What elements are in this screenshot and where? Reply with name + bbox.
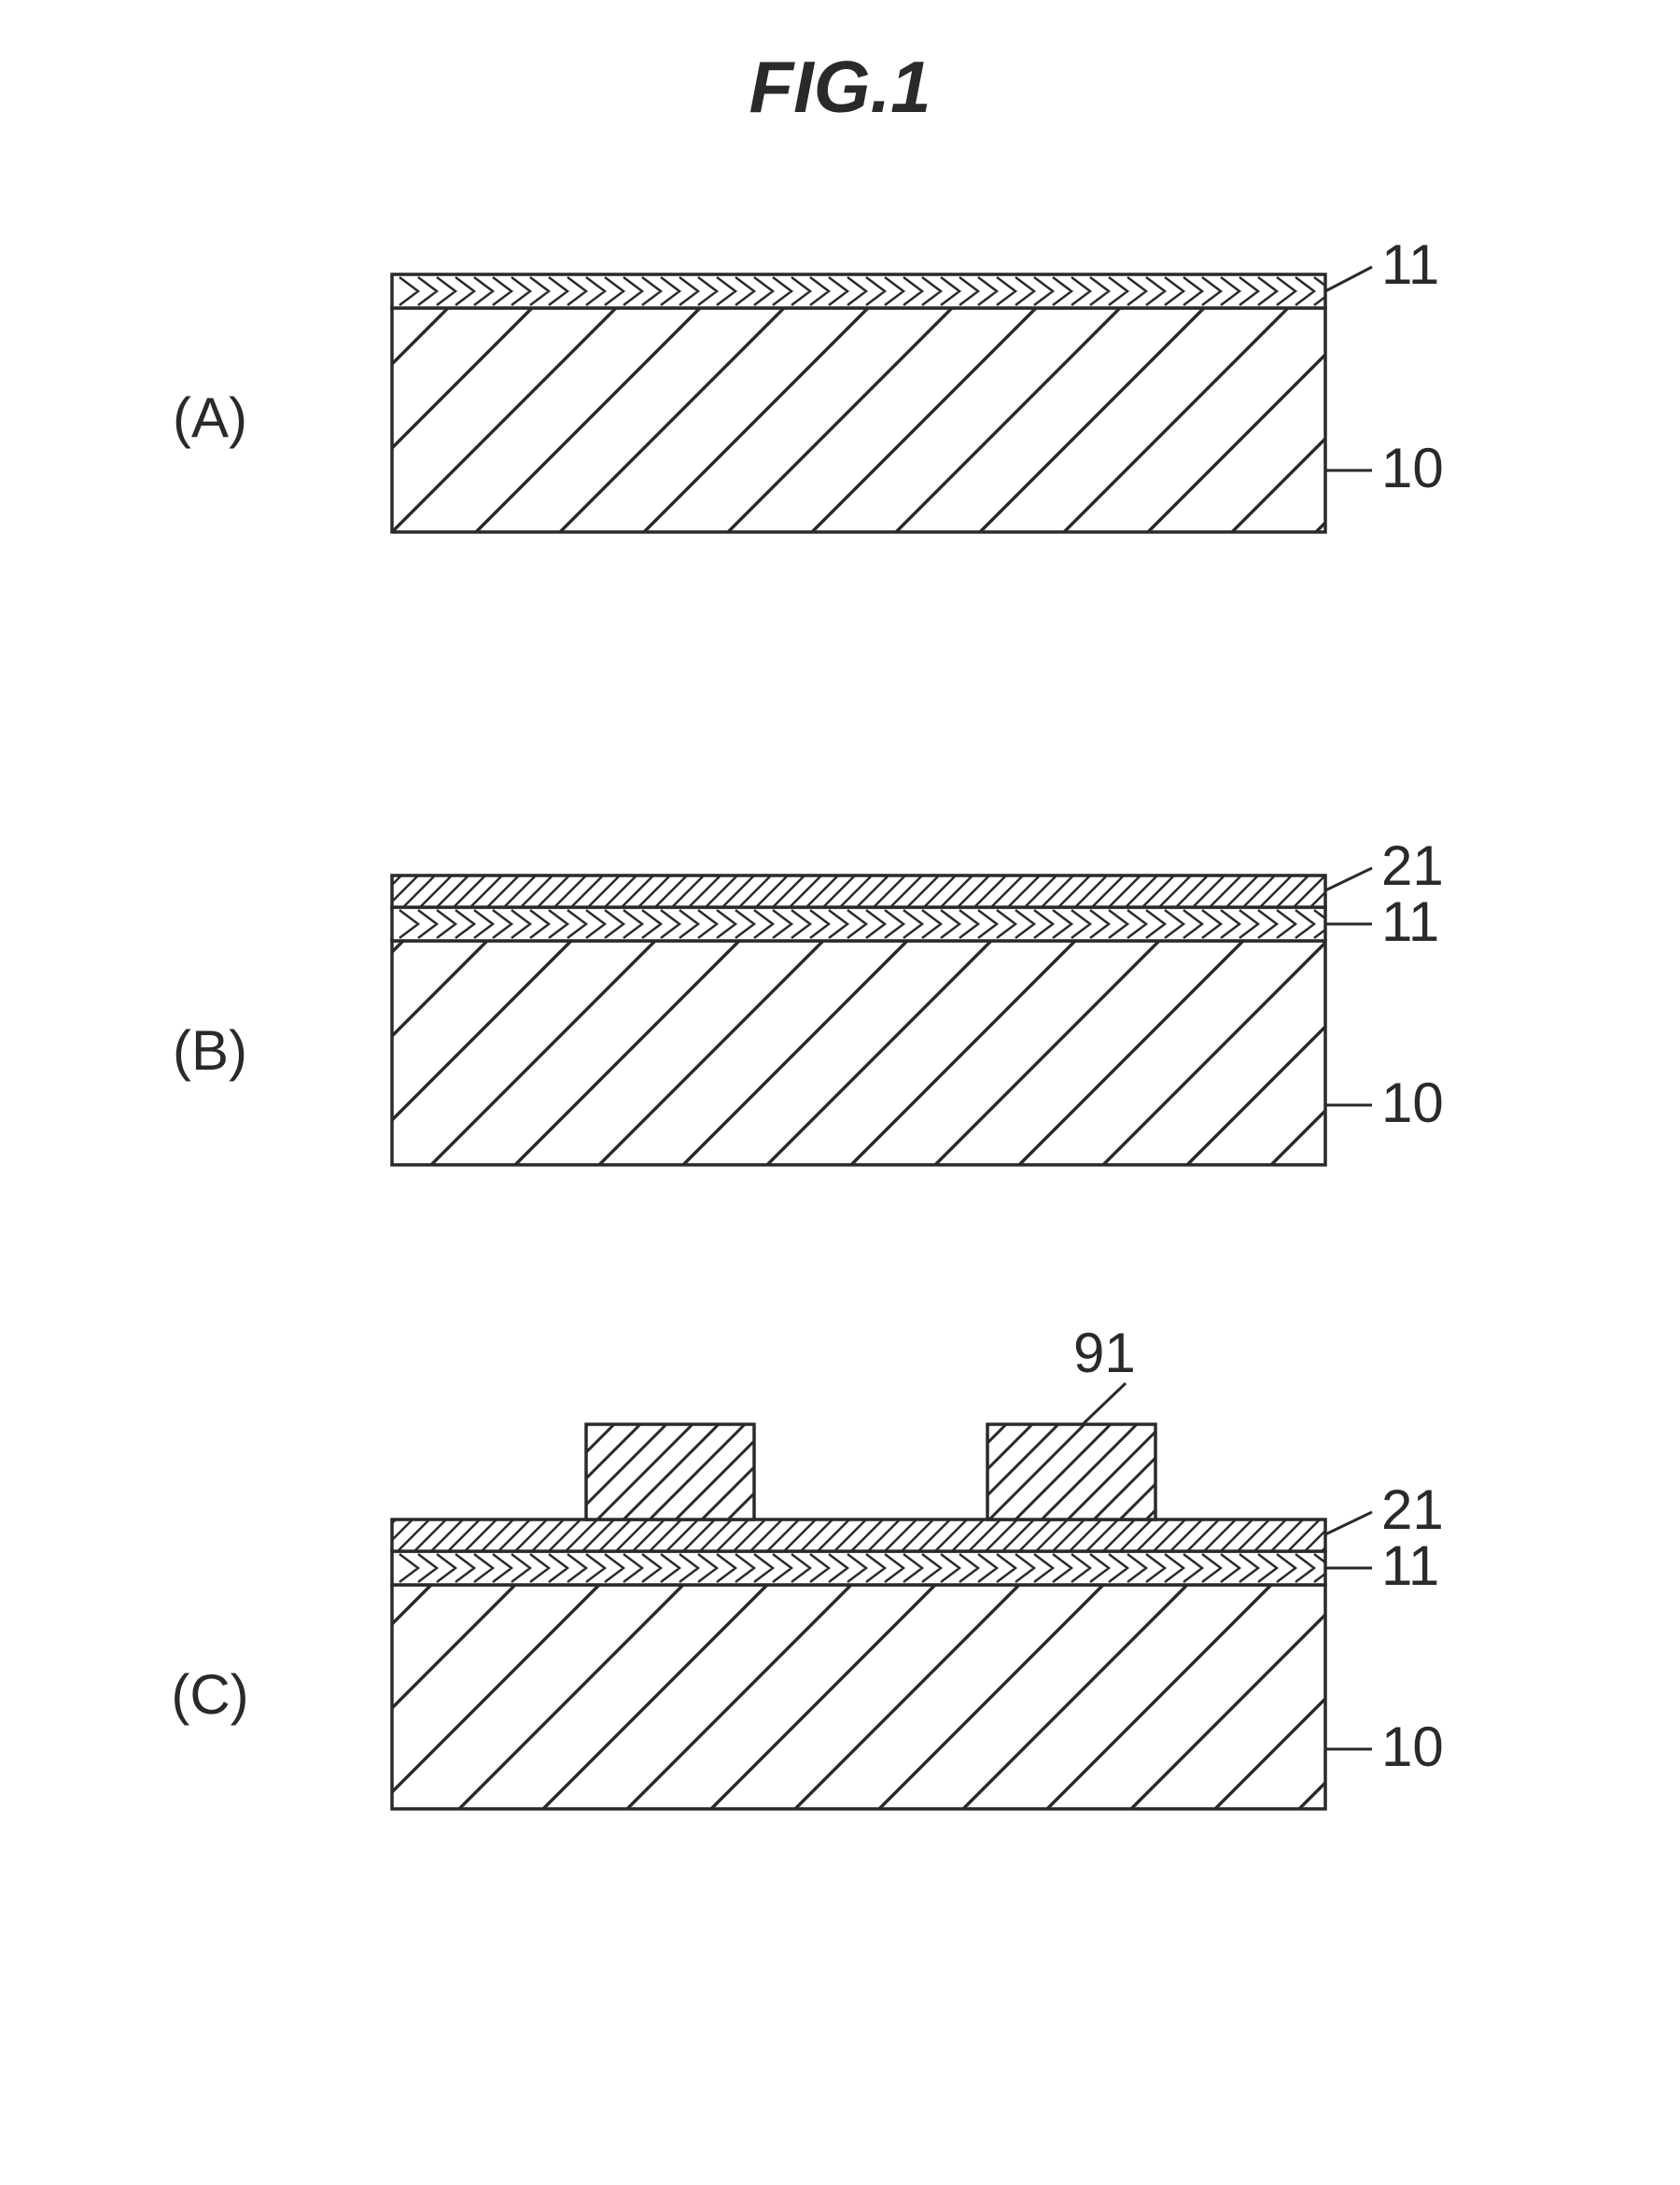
panel-label-B: (B): [173, 1019, 247, 1082]
ref-number: 10: [1381, 1071, 1444, 1134]
panel-B: (B): [173, 875, 1333, 1165]
leader-line: [1083, 1383, 1126, 1424]
leader-line: [1325, 1512, 1372, 1534]
figure-title: FIG.1: [749, 46, 931, 128]
ref-number: 21: [1381, 1478, 1444, 1541]
panel-label-C: (C): [171, 1663, 248, 1726]
panel-A: (A): [173, 274, 1333, 532]
ref-number: 21: [1381, 834, 1444, 897]
ref-number: 10: [1381, 1716, 1444, 1778]
leader-line: [1325, 868, 1372, 890]
panels-group: (A) (B) (C): [171, 274, 1333, 1809]
ref-number: 11: [1381, 1534, 1439, 1597]
panel-C: (C): [171, 1424, 1333, 1809]
figure-page: FIG.1 (A)(B)(C) 111021111091211110: [0, 0, 1680, 2185]
leader-line: [1325, 267, 1372, 291]
panel-label-A: (A): [173, 386, 247, 449]
ref-number: 10: [1381, 437, 1444, 499]
ref-number: 11: [1381, 890, 1439, 953]
ref-number: 91: [1073, 1322, 1136, 1384]
ref-number: 11: [1381, 233, 1439, 296]
figure-svg: FIG.1 (A)(B)(C) 111021111091211110: [0, 0, 1680, 2185]
